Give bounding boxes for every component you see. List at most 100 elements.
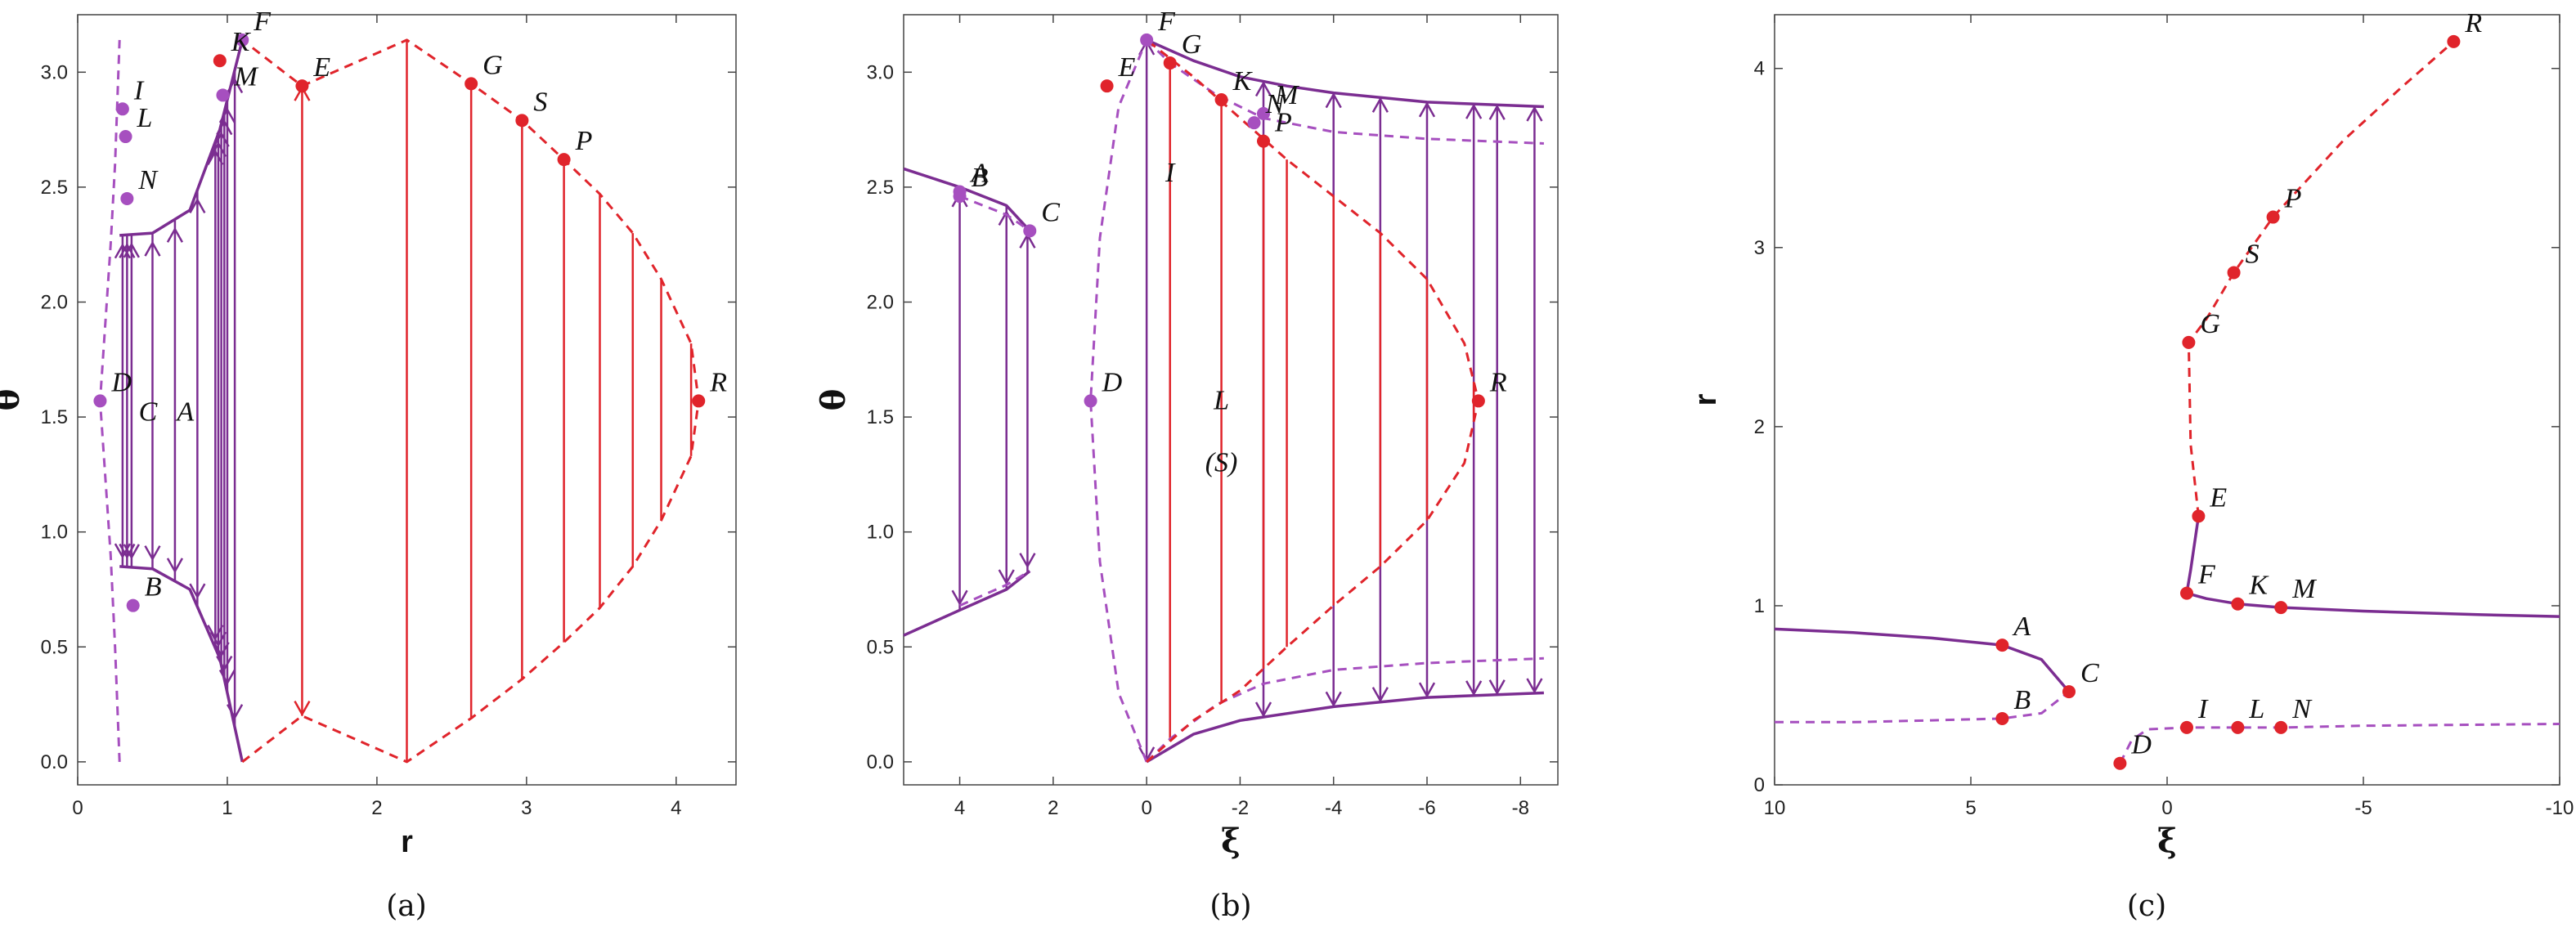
y-tick-label: 3.0	[867, 61, 894, 83]
arrow-head-icon	[1418, 682, 1436, 698]
data-point	[2180, 586, 2193, 600]
arrow-head-icon	[1526, 678, 1543, 694]
y-axis-title: θ	[815, 389, 853, 411]
arrow-head-icon	[1325, 691, 1342, 707]
point-label: D	[2130, 730, 2152, 760]
y-tick-label: 0.0	[867, 751, 894, 773]
plot-frame	[1774, 14, 2560, 786]
series-line-red-dashed	[2187, 40, 2455, 517]
series-line-purple-solid	[903, 167, 1031, 232]
data-point	[236, 33, 249, 47]
point-label: D	[1102, 367, 1123, 397]
x-tick-label: -8	[1512, 797, 1529, 819]
caption-c: (c)	[2127, 889, 2166, 923]
arrow-head-icon	[189, 197, 206, 214]
plot-frame	[903, 14, 1559, 786]
arrow-head-icon	[998, 209, 1015, 226]
point-label: C	[1041, 197, 1060, 227]
point-label: G	[2200, 309, 2220, 339]
point-label: E	[1118, 52, 1136, 83]
point-label: R	[2464, 8, 2482, 38]
arrow-head-icon	[209, 631, 227, 647]
point-label: K	[231, 27, 252, 57]
data-point	[557, 153, 571, 167]
point-label: R	[709, 367, 727, 397]
data-point	[1140, 33, 1154, 47]
arrow-head-icon	[1371, 687, 1389, 703]
point-label: L	[137, 103, 153, 133]
data-point	[115, 102, 129, 116]
data-point	[1471, 394, 1485, 408]
panel-b: 4 2 0 -2 -4 -6 -8 0.0 0.5 1.0 1.5 2.0 2.5 3.0 ξ θ AB C D EF…	[815, 7, 1559, 860]
y-tick-label: 0	[1754, 774, 1765, 796]
arrow-head-icon	[207, 149, 224, 165]
data-point	[1247, 116, 1261, 130]
data-point	[2192, 509, 2206, 523]
point-label: N	[137, 165, 159, 195]
data-point	[2182, 335, 2196, 349]
series-line-purple-dashed	[1775, 690, 2070, 724]
series-line-red-dashed	[1146, 38, 1480, 764]
series-line-purple-dashed	[1089, 39, 1148, 763]
data-point	[2113, 756, 2127, 770]
arrow-head-icon	[1488, 679, 1506, 696]
data-point	[2231, 720, 2245, 734]
point-label: G	[482, 50, 503, 80]
data-point	[120, 191, 134, 205]
point-label: M	[233, 61, 258, 92]
data-point	[1084, 394, 1097, 408]
series-line-purple-dashed	[2119, 723, 2560, 764]
point-label: B	[2013, 685, 2031, 715]
y-tick-label: 2.0	[41, 291, 68, 313]
y-tick-label: 1.0	[41, 522, 68, 544]
x-axis-title: r	[401, 825, 413, 859]
y-tick-label: 1.5	[867, 406, 894, 428]
point-label: D	[110, 367, 132, 397]
y-tick-label: 3.0	[41, 61, 68, 83]
point-label: R	[1489, 367, 1507, 397]
point-label: C	[139, 397, 158, 427]
arrow-head-icon	[1465, 103, 1483, 119]
data-point	[295, 79, 309, 93]
arrow-head-icon	[1254, 701, 1272, 718]
data-point	[119, 130, 132, 144]
y-tick-label: 1.5	[41, 406, 68, 428]
y-tick-label: 2	[1754, 416, 1765, 438]
arrow-head-icon	[1371, 96, 1389, 113]
point-label: L	[2248, 694, 2264, 724]
data-point	[2231, 597, 2245, 611]
point-label: G	[1182, 29, 1202, 60]
point-label: A	[175, 397, 194, 427]
point-label: P	[1274, 108, 1292, 138]
y-tick-label: 0.0	[41, 751, 68, 773]
data-point	[692, 394, 706, 408]
arrow-head-icon	[123, 544, 140, 560]
data-point	[93, 394, 107, 408]
point-label: K	[2248, 571, 2269, 601]
arrow-head-icon	[144, 240, 161, 257]
data-point	[515, 114, 529, 128]
point-label: I	[133, 75, 145, 105]
point-label: B	[972, 163, 989, 193]
data-point	[126, 598, 140, 612]
arrow-head-icon	[144, 545, 161, 562]
arrow-lines	[114, 39, 693, 762]
x-tick-label: 2	[371, 797, 382, 819]
x-tick-label: 2	[1048, 797, 1058, 819]
y-tick-label: 2.5	[41, 177, 68, 199]
point-label: L	[1213, 385, 1229, 415]
series-line-purple-solid	[119, 565, 245, 763]
y-axis-title: r	[1689, 393, 1723, 406]
data-point	[1214, 93, 1228, 107]
point-label: F	[253, 7, 272, 37]
x-tick-label: 10	[1764, 797, 1786, 819]
x-tick-label: -5	[2354, 797, 2372, 819]
x-tick-label: 0	[72, 797, 83, 819]
point-label: S	[2246, 239, 2260, 269]
point-label: A	[970, 159, 989, 189]
arrow-head-icon	[1488, 104, 1506, 120]
point-label: P	[2284, 184, 2302, 214]
plot-frame	[77, 14, 737, 786]
panel-c: 10 5 0 -5 -10 0 1 2 3 4 ξ r A B C D E F G I K L M N P R S	[1689, 8, 2574, 860]
series-line-purple-solid	[903, 570, 1031, 637]
